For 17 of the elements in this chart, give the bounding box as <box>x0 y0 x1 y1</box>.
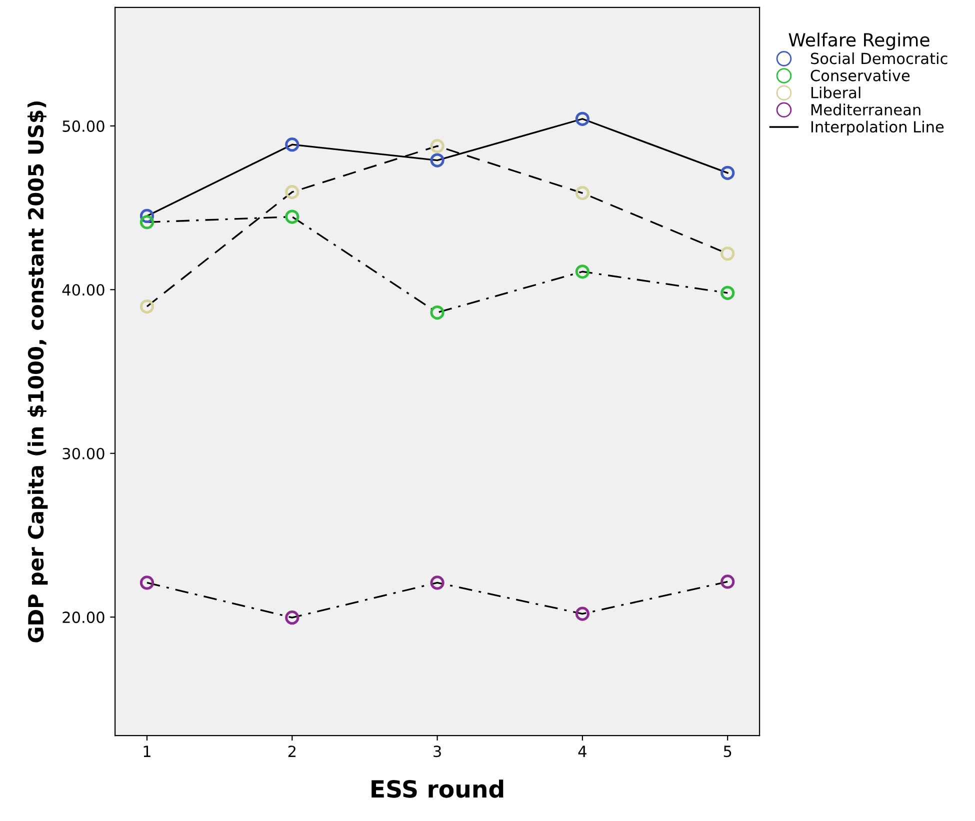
text: Interpolation Line <box>811 120 944 136</box>
legend-label: Mediterranean <box>811 104 920 116</box>
x-tick-label: 3 <box>434 746 441 758</box>
y-axis-title: GDP per Capita (in $1000, constant 2005 US$) <box>28 101 48 642</box>
x-tick-label: 2 <box>288 746 296 757</box>
x-tick-label: 1 <box>144 746 150 757</box>
y-tick-label: 40.00 <box>62 284 104 296</box>
legend-label: Conservative <box>810 69 910 82</box>
legend-label: Social Democratic <box>810 52 948 64</box>
y-tick-label: 20.00 <box>62 612 104 624</box>
x-tick-label: 4 <box>578 746 586 757</box>
legend-label: Liberal <box>811 86 860 98</box>
y-tick-label: 30.00 <box>62 448 104 460</box>
y-tick-label: 50.00 <box>62 120 104 132</box>
x-axis-title: ESS round <box>372 780 504 798</box>
legend-title: Welfare Regime <box>788 32 930 50</box>
x-tick-label: 5 <box>724 746 732 758</box>
